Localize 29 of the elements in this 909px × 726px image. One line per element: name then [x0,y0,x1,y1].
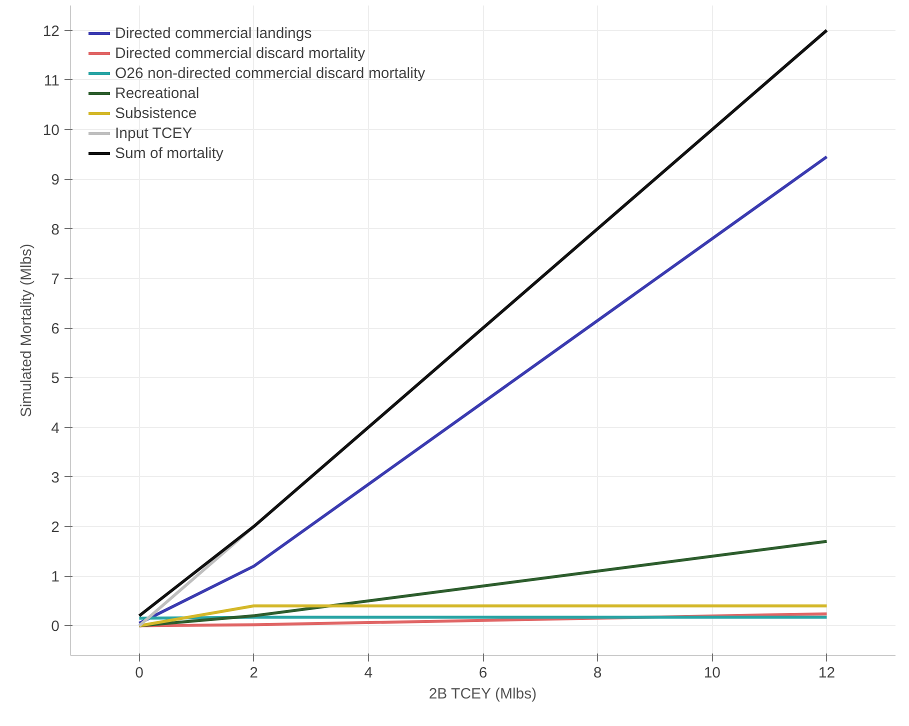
y-tick-label: 7 [51,270,60,288]
legend-label: Directed commercial landings [115,24,312,42]
x-tick-label: 12 [818,664,836,682]
y-tick-label: 2 [51,518,60,536]
y-tick-label: 12 [42,22,60,40]
legend-label: Subsistence [115,104,197,122]
y-tick-label: 0 [51,618,60,636]
y-tick-label: 1 [51,568,60,586]
y-tick-label: 9 [51,172,60,189]
x-tick-label: 6 [478,664,488,682]
x-tick-label: 4 [364,664,373,682]
legend-label: Recreational [115,84,200,102]
y-axis-title: Simulated Mortality (Mlbs) [18,244,35,418]
x-axis-title: 2B TCEY (Mlbs) [428,686,537,702]
y-tick-label: 8 [51,221,60,238]
legend-label: Directed commercial discard mortality [115,44,366,62]
y-tick-label: 3 [51,469,60,486]
x-tick-label: 10 [704,664,721,682]
x-tick-label: 8 [593,664,602,682]
y-tick-label: 10 [42,122,60,140]
y-tick-label: 5 [51,370,60,388]
legend-label: O26 non-directed commercial discard mortality [115,64,426,82]
y-tick-label: 6 [51,320,60,338]
legend-label: Input TCEY [115,124,192,142]
legend-label: Sum of mortality [115,144,224,162]
x-tick-label: 2 [250,664,258,682]
x-tick-label: 0 [135,664,144,682]
y-tick-label: 4 [51,420,60,437]
y-tick-label: 11 [44,72,60,90]
